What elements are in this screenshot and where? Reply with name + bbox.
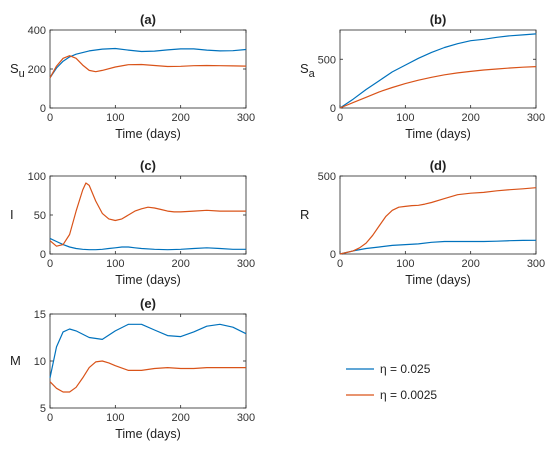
plot-title: (c) [140,158,156,173]
y-tick-label: 200 [28,64,46,76]
x-tick-label: 300 [527,112,545,124]
y-axis-label: Sa [300,61,316,80]
subplot-e: (e) 0 100 200 300 5 10 15 Time (days) M [10,296,255,441]
series-line-1 [49,47,247,79]
x-tick-label: 0 [47,112,53,124]
y-tick-label: 400 [28,25,46,37]
subplot-d: (d) 0 100 200 300 0 500 Time (days) R [300,158,545,287]
series-line-1 [49,237,246,251]
y-tick-label: 0 [40,103,46,115]
x-tick-label: 200 [171,258,189,270]
x-tick-label: 200 [461,258,479,270]
plot-title: (a) [140,12,156,27]
series-line-1 [339,239,537,255]
x-axis-label: Time (days) [405,127,471,141]
legend-label: η = 0.0025 [380,388,437,402]
legend: η = 0.025 η = 0.0025 [340,355,460,405]
y-axis-label: Su [10,61,25,80]
y-axis-label: R [300,207,309,222]
x-tick-label: 200 [171,412,189,424]
x-tick-label: 0 [47,412,53,424]
x-tick-label: 200 [171,112,189,124]
y-tick-label: 100 [28,171,46,183]
x-tick-label: 300 [237,412,255,424]
plot-frame [49,175,247,255]
x-axis-label: Time (days) [115,427,181,441]
x-tick-label: 100 [396,258,414,270]
series-line-2 [49,182,246,247]
y-tick-label: 500 [318,171,336,183]
y-tick-label: 0 [330,103,336,115]
y-tick-label: 15 [34,309,46,321]
legend-box [340,355,460,405]
y-tick-label: 5 [40,403,46,415]
series-line-2 [49,360,246,393]
x-tick-label: 0 [337,258,343,270]
x-tick-label: 300 [237,258,255,270]
series-line-1 [339,33,537,109]
plot-frame [49,313,247,409]
x-tick-label: 300 [527,258,545,270]
y-tick-label: 500 [318,54,336,66]
x-tick-label: 100 [106,112,124,124]
y-tick-label: 50 [34,210,46,222]
subplot-b: (b) 0 100 200 300 0 500 Time (days) Sa [300,12,545,141]
x-tick-label: 200 [461,112,479,124]
subplot-c: (c) 0 100 200 300 0 50 100 Time (days) I [10,158,255,287]
y-tick-label: 10 [34,356,46,368]
series-line-1 [49,323,247,379]
y-tick-label: 0 [40,249,46,261]
y-tick-label: 0 [330,249,336,261]
x-tick-label: 300 [237,112,255,124]
plot-title: (b) [430,12,447,27]
x-axis-label: Time (days) [115,127,181,141]
plot-title: (d) [430,158,447,173]
x-tick-label: 100 [106,412,124,424]
series-line-2 [49,55,247,79]
y-axis-label: I [10,207,14,222]
x-axis-label: Time (days) [405,273,471,287]
plot-title: (e) [140,296,156,311]
x-axis-label: Time (days) [115,273,181,287]
series-line-2 [339,66,537,109]
subplot-a: (a) 0 100 200 300 0 200 400 Time (days) Su [10,12,255,141]
y-axis-label: M [10,353,21,368]
legend-label: η = 0.025 [380,362,431,376]
x-tick-label: 100 [396,112,414,124]
x-tick-label: 100 [106,258,124,270]
series-line-2 [339,187,537,255]
x-tick-label: 0 [47,258,53,270]
plot-frame [49,29,247,109]
x-tick-label: 0 [337,112,343,124]
